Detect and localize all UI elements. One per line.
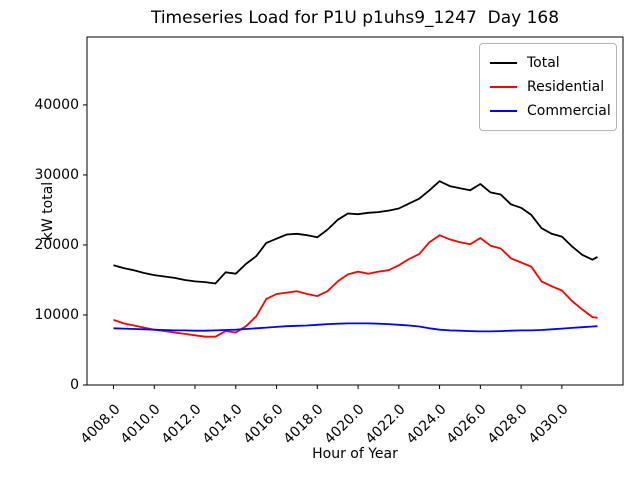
y-axis-label: kW total <box>40 181 56 241</box>
legend: Total Residential Commercial <box>479 43 617 131</box>
y-tick-label: 40000 <box>34 96 79 113</box>
total-series-line <box>113 180 598 285</box>
axes-frame <box>86 36 624 386</box>
legend-label: Residential <box>527 79 605 95</box>
x-axis-label: Hour of Year <box>312 446 398 462</box>
y-tick-label: 20000 <box>34 236 79 253</box>
commercial-line-swatch-icon <box>490 110 517 112</box>
residential-line-swatch-icon <box>490 86 517 88</box>
commercial-series-line <box>113 322 598 333</box>
legend-entry-commercial: Commercial <box>490 99 611 123</box>
total-line-swatch-icon <box>490 62 517 64</box>
y-tick-label: 10000 <box>34 306 79 323</box>
legend-entry-total: Total <box>490 51 606 75</box>
y-tick-label: 30000 <box>34 166 79 183</box>
legend-entry-residential: Residential <box>490 75 606 99</box>
legend-label: Total <box>527 55 560 71</box>
chart-title: Timeseries Load for P1U p1uhs9_1247 Day … <box>150 8 560 28</box>
y-tick-label: 0 <box>70 377 79 393</box>
residential-series-line <box>113 234 598 338</box>
legend-label: Commercial <box>527 103 611 119</box>
